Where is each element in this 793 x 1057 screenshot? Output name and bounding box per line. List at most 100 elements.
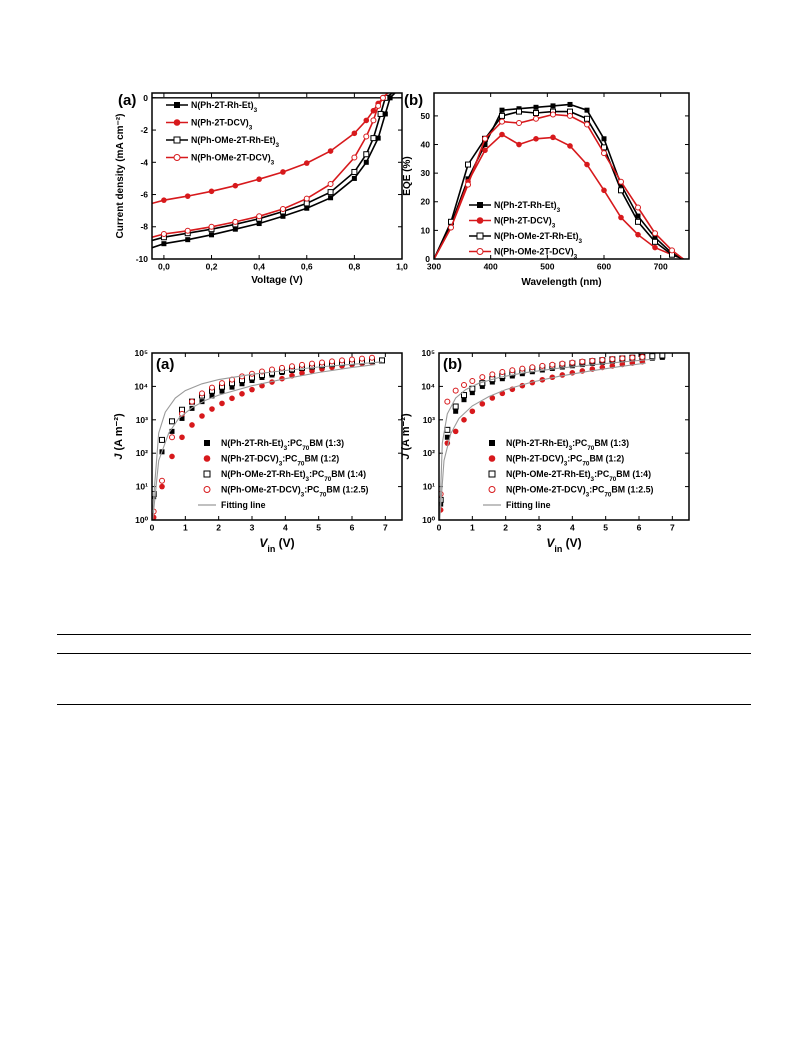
data-point (499, 112, 505, 119)
y-tick-label: 40 (421, 139, 431, 149)
data-point (179, 434, 185, 441)
series-line (152, 93, 393, 242)
data-point (280, 169, 286, 175)
data-point (363, 133, 370, 140)
legend-marker (476, 217, 484, 224)
legend-marker (476, 232, 484, 240)
data-point (479, 383, 485, 389)
data-point (239, 391, 245, 397)
data-point (327, 189, 334, 196)
legend-entry-n-ph-ome-2t-dcv-3-pc70bm-1-2-5: N(Ph-OMe-2T-DCV)3:PC70BM (1:2.5) (203, 485, 369, 499)
data-point (199, 390, 205, 397)
fit-curve-1 (439, 358, 656, 520)
data-point (279, 364, 285, 371)
data-point (635, 218, 641, 225)
data-point (159, 436, 165, 443)
y-tick-label: 10³ (136, 415, 148, 425)
x-axis-label: Wavelength (nm) (521, 277, 601, 288)
y-tick-label: -4 (140, 157, 148, 167)
data-point (299, 370, 305, 376)
data-point (209, 232, 215, 238)
data-point (619, 355, 626, 362)
data-point (209, 384, 215, 391)
legend-marker (488, 470, 496, 478)
data-point (289, 363, 295, 370)
table-bottom-rule (57, 704, 751, 705)
data-point (161, 197, 167, 203)
data-point (279, 206, 286, 213)
data-point (239, 381, 245, 387)
series-n-ph-ome-2t-rh-et-3 (434, 108, 684, 259)
panel-label: (a) (118, 92, 136, 109)
data-point (209, 406, 215, 412)
y-tick-label: 0 (143, 93, 148, 103)
x-tick-label: 400 (484, 262, 498, 272)
data-point (479, 374, 486, 381)
plot-area (439, 353, 666, 520)
data-point (359, 355, 365, 362)
plot-area (152, 354, 385, 520)
data-point (601, 150, 607, 157)
data-point (635, 204, 641, 211)
x-tick-label: 300 (427, 262, 441, 272)
series-line (434, 113, 684, 259)
data-point (529, 364, 536, 371)
series-n-ph-2t-dcv-3 (152, 93, 389, 205)
y-tick-label: 10² (136, 448, 148, 458)
data-point (169, 453, 175, 460)
y-tick-label: 20 (421, 197, 431, 207)
data-point (461, 382, 467, 389)
data-point (303, 195, 310, 202)
x-tick-label: 3 (537, 523, 542, 533)
data-point (375, 102, 382, 109)
fit-curve-2 (152, 364, 376, 520)
data-point (309, 368, 315, 374)
data-point (452, 428, 459, 435)
data-point (208, 223, 215, 230)
x-tick-label: 500 (540, 262, 554, 272)
data-point (601, 136, 607, 142)
data-point (516, 108, 522, 115)
scl-b-chart-svg: 0 1 2 3 4 5 6 7 10⁰ 10¹ 10² 10³ 10⁴ 10⁵ (b) Vin (V) J (A… (400, 348, 690, 554)
data-point (635, 231, 641, 238)
eqe-chart-svg: 300 400 500 600 700 0 10 20 30 40 50 (b) Wavelength … (402, 92, 690, 288)
data-point (219, 388, 225, 394)
data-point (579, 358, 586, 365)
data-point (219, 380, 225, 387)
x-tick-label: 3 (250, 523, 255, 533)
data-point (229, 384, 235, 390)
y-tick-label: 10³ (423, 415, 435, 425)
legend-entry-n-ph-ome-2t-rh-et-3: N(Ph-OMe-2T-Rh-Et)3 (166, 135, 280, 149)
data-point (499, 131, 505, 138)
y-tick-label: -10 (136, 254, 149, 264)
legend-label: N(Ph-OMe-2T-DCV)3 (494, 247, 578, 261)
x-tick-label: 1,0 (396, 262, 408, 272)
data-point (499, 368, 506, 375)
data-point (629, 354, 636, 361)
legend-entry-n-ph-2t-dcv-3: N(Ph-2T-DCV)3 (469, 216, 556, 229)
data-point (169, 418, 175, 425)
data-point (329, 358, 335, 365)
y-tick-label: 10 (421, 225, 431, 235)
data-point (482, 135, 488, 142)
legend-label: N(Ph-2T-DCV)3:PC70BM (1:2) (221, 454, 339, 468)
data-point (652, 230, 658, 237)
series-line (434, 133, 684, 259)
legend-label: N(Ph-OMe-2T-DCV)3:PC70BM (1:2.5) (221, 485, 369, 499)
data-point (169, 428, 175, 434)
table-top-rule (57, 634, 751, 635)
panel-label: (b) (404, 92, 423, 109)
data-point (618, 187, 624, 194)
x-tick-label: 0 (437, 523, 442, 533)
y-tick-label: 10¹ (423, 482, 435, 492)
x-tick-label: 4 (283, 523, 288, 533)
data-point (519, 365, 526, 372)
data-point (550, 103, 556, 109)
data-point (379, 94, 386, 101)
legend-marker (488, 455, 496, 462)
y-tick-label: 30 (421, 168, 431, 178)
data-point (444, 398, 451, 405)
data-point (550, 111, 556, 118)
data-point (465, 176, 471, 182)
y-tick-label: -6 (140, 190, 148, 200)
